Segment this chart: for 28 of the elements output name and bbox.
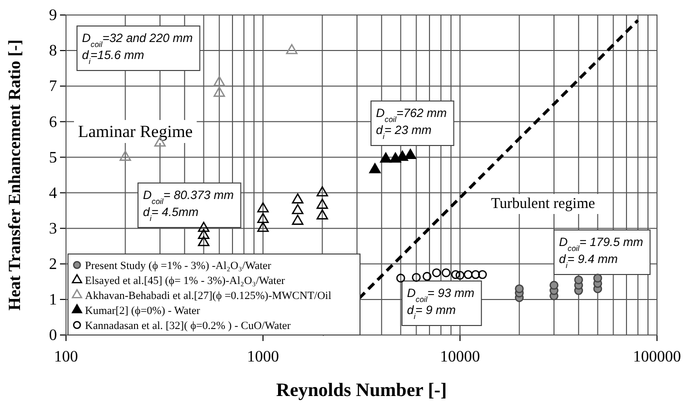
legend-label: Akhavan-Behabadi et al.[27](ϕ =0.125%)-MWCNT/Oil [85, 290, 332, 302]
annotation: Laminar Regime [78, 122, 193, 141]
x-axis-title: Reynolds Number [-] [276, 380, 447, 401]
legend-label: Present Study (ϕ =1% - 3%) -Al₂O₃/Water [85, 260, 272, 272]
x-tick-label: 10000 [440, 348, 480, 366]
y-tick-label: 8 [49, 42, 57, 60]
legend-label: Kannadasan et al. [32]( ϕ=0.2% ) - CuO/Water [85, 320, 292, 332]
x-tick-label: 100000 [633, 348, 681, 366]
y-tick-label: 7 [49, 78, 57, 96]
legend-label: Elsayed et al.[45] (ϕ= 1% - 3%)-Al₂O₃/Water [85, 275, 286, 287]
y-tick-label: 6 [49, 114, 57, 131]
annotation: D$_{coil}$= 93 mm d$_{i}$= 9 mm [407, 286, 474, 320]
legend-label: Kumar[2] (ϕ=0%) - Water [85, 305, 200, 317]
y-tick-label: 2 [49, 256, 57, 274]
annotation: D$_{coil}$= 179.5 mm d$_{i}$= 9.4 mm [559, 235, 644, 270]
x-tick-label: 1000 [247, 348, 279, 366]
y-tick-label: 9 [49, 7, 57, 24]
annotation: Turbulent regime [491, 196, 596, 212]
y-tick-label: 1 [49, 292, 57, 309]
annotation: D$_{coil}$= 80.373 mm d$_{i}$= 4.5mm [143, 188, 234, 222]
y-tick-label: 4 [49, 184, 57, 202]
y-axis-title: Heat Transfer Enhancement Ratio [-] [5, 39, 24, 311]
x-tick-label: 100 [54, 348, 78, 366]
annotation: D$_{coil}$=32 and 220 mm d$_{i}$=15.6 mm [82, 31, 193, 66]
annotation: D$_{coil}$=762 mm d$_{i}$= 23 mm [376, 106, 447, 140]
y-tick-label: 0 [49, 327, 57, 344]
y-tick-label: 3 [49, 220, 57, 238]
y-tick-label: 5 [49, 149, 57, 166]
